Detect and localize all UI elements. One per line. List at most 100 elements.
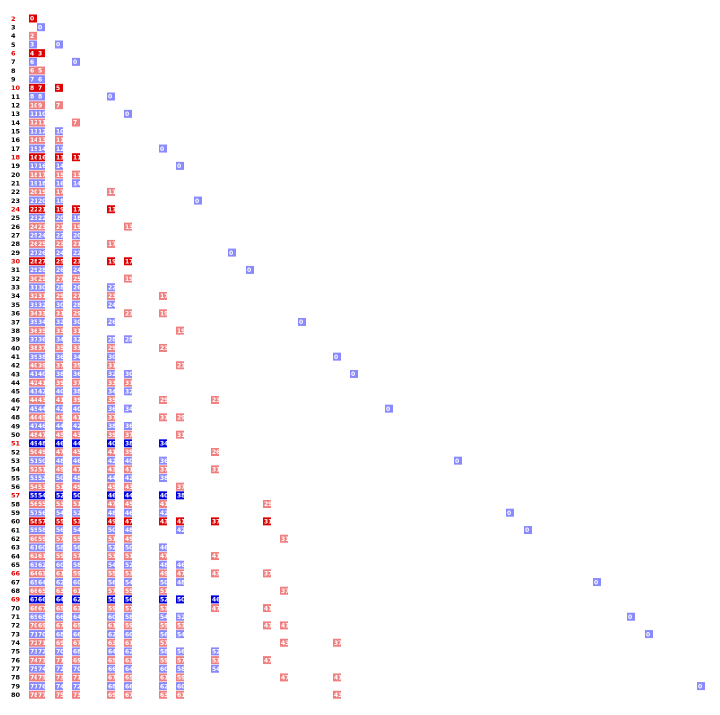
heatmap-cell: 60 bbox=[72, 578, 81, 586]
cell-value: 43 bbox=[125, 484, 133, 491]
cell-rect bbox=[29, 127, 37, 136]
cell-rect bbox=[29, 491, 37, 500]
cell-value: 59 bbox=[125, 623, 133, 630]
heatmap-cell: 53 bbox=[72, 517, 81, 526]
heatmap-cell: 53 bbox=[107, 552, 116, 560]
cell-rect bbox=[55, 456, 63, 465]
cell-value: 72 bbox=[30, 640, 38, 647]
cell-rect bbox=[107, 421, 115, 430]
cell-rect bbox=[107, 500, 115, 509]
cell-rect bbox=[37, 135, 45, 144]
cell-value: 40 bbox=[30, 363, 38, 370]
cell-rect bbox=[29, 387, 37, 396]
cell-rect bbox=[72, 673, 80, 682]
cell-rect bbox=[124, 387, 132, 396]
cell-value: 48 bbox=[108, 510, 116, 517]
cell-rect bbox=[37, 170, 45, 179]
cell-rect bbox=[107, 543, 115, 552]
cell-rect bbox=[55, 257, 63, 266]
cell-rect bbox=[29, 144, 37, 153]
cell-value: 78 bbox=[30, 692, 38, 699]
heatmap-cell: 37 bbox=[124, 430, 133, 439]
cell-rect bbox=[211, 517, 219, 526]
heatmap-cell: 66 bbox=[72, 630, 81, 638]
cell-rect bbox=[176, 612, 184, 621]
cell-value: 66 bbox=[56, 614, 64, 621]
cell-value: 63 bbox=[30, 562, 38, 569]
cell-value: 38 bbox=[73, 389, 81, 396]
heatmap-cell: 34 bbox=[55, 335, 64, 343]
cell-value: 29 bbox=[30, 267, 38, 274]
cell-value: 76 bbox=[38, 683, 46, 690]
cell-value: 16 bbox=[38, 163, 46, 170]
cell-rect bbox=[176, 569, 184, 578]
heatmap-cell: 57 bbox=[107, 586, 116, 595]
cell-value: 16 bbox=[56, 180, 64, 187]
cell-value: 15 bbox=[30, 146, 38, 153]
heatmap-cell: 63 bbox=[37, 569, 46, 578]
row-label: 14 bbox=[11, 119, 21, 127]
cell-value: 37 bbox=[125, 432, 133, 439]
heatmap-cell: 26 bbox=[55, 265, 64, 274]
cell-rect bbox=[333, 673, 341, 682]
cell-value: 56 bbox=[125, 597, 133, 604]
cell-value: 31 bbox=[125, 380, 133, 387]
heatmap-cell: 41 bbox=[280, 621, 289, 630]
cell-rect bbox=[124, 335, 132, 344]
cell-rect bbox=[55, 248, 63, 257]
heatmap-cell: 38 bbox=[124, 439, 133, 448]
heatmap-cell: 59 bbox=[159, 656, 168, 664]
heatmap-cell: 10 bbox=[55, 127, 64, 135]
cell-rect bbox=[55, 265, 63, 274]
cell-rect bbox=[29, 604, 37, 613]
cell-value: 30 bbox=[56, 302, 64, 309]
cell-rect bbox=[107, 369, 115, 378]
cell-rect bbox=[72, 439, 80, 448]
heatmap-cell: 8 bbox=[29, 83, 37, 92]
heatmap-cell: 23 bbox=[72, 257, 81, 265]
cell-value: 7 bbox=[56, 102, 60, 109]
cell-rect bbox=[298, 317, 306, 326]
cell-value: 77 bbox=[30, 683, 38, 690]
cell-rect bbox=[37, 491, 45, 500]
heatmap-cell: 3 bbox=[29, 40, 37, 49]
heatmap-cell: 56 bbox=[176, 647, 185, 656]
cell-rect bbox=[29, 222, 37, 231]
cell-rect bbox=[72, 482, 80, 491]
heatmap-cell: 17 bbox=[107, 239, 116, 248]
cell-rect bbox=[159, 500, 167, 509]
heatmap-cell: 69 bbox=[107, 690, 116, 699]
heatmap-cell: 5 bbox=[55, 83, 63, 92]
row-label: 79 bbox=[11, 682, 21, 690]
cell-rect bbox=[124, 448, 132, 456]
cell-value: 23 bbox=[125, 310, 133, 317]
cell-value: 42 bbox=[125, 475, 133, 482]
cell-value: 63 bbox=[160, 692, 168, 699]
cell-rect bbox=[176, 482, 184, 491]
cell-rect bbox=[107, 361, 115, 370]
cell-rect bbox=[55, 647, 63, 656]
cell-rect bbox=[107, 508, 115, 517]
cell-rect bbox=[55, 517, 63, 526]
cell-rect bbox=[37, 101, 45, 110]
cell-value: 42 bbox=[30, 380, 38, 387]
cell-value: 30 bbox=[73, 319, 81, 326]
cell-value: 53 bbox=[56, 501, 64, 508]
cell-rect bbox=[176, 560, 184, 569]
cell-value: 70 bbox=[56, 649, 64, 656]
cell-value: 49 bbox=[108, 519, 116, 526]
heatmap-cell: 46 bbox=[124, 508, 133, 517]
cell-value: 34 bbox=[38, 319, 46, 326]
heatmap-cell: 0 bbox=[159, 144, 167, 153]
cell-rect bbox=[72, 257, 80, 266]
cell-rect bbox=[159, 682, 167, 691]
cell-rect bbox=[211, 448, 219, 456]
cell-rect bbox=[29, 248, 37, 257]
cell-value: 61 bbox=[30, 545, 38, 552]
cell-rect bbox=[124, 612, 132, 621]
heatmap-cell: 60 bbox=[55, 560, 64, 569]
heatmap-cell: 61 bbox=[29, 543, 38, 552]
heatmap-cell: 34 bbox=[107, 387, 116, 396]
cell-rect bbox=[124, 421, 132, 430]
cell-value: 60 bbox=[38, 545, 46, 552]
